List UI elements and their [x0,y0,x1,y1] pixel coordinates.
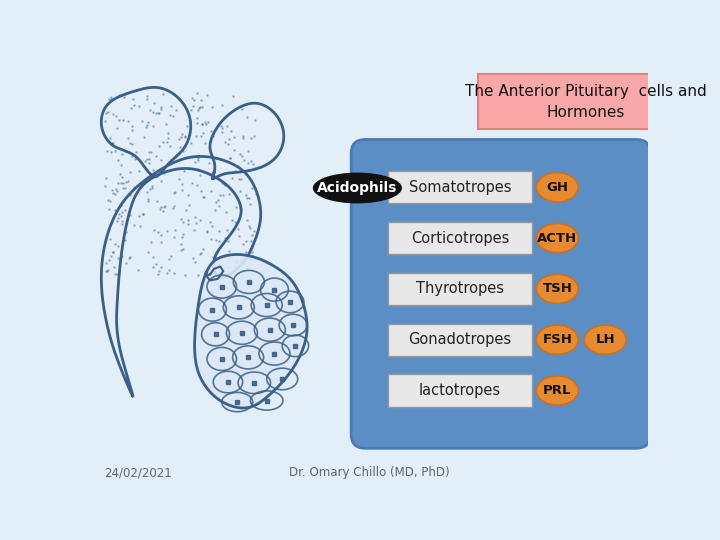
Ellipse shape [585,325,626,354]
Text: The Anterior Pituitary  cells and
Hormones: The Anterior Pituitary cells and Hormone… [465,84,707,120]
FancyBboxPatch shape [351,139,650,448]
Ellipse shape [536,274,578,303]
Ellipse shape [536,224,578,253]
Text: FSH: FSH [542,333,572,346]
FancyBboxPatch shape [388,273,532,305]
Polygon shape [194,254,307,408]
FancyBboxPatch shape [477,74,695,130]
Polygon shape [210,103,284,179]
Polygon shape [102,157,261,396]
Text: LH: LH [595,333,615,346]
FancyBboxPatch shape [388,374,532,407]
Text: Acidophils: Acidophils [318,181,397,195]
Text: lactotropes: lactotropes [419,383,501,398]
Text: Thyrotropes: Thyrotropes [416,281,504,296]
Text: GH: GH [546,181,568,194]
Text: PRL: PRL [543,384,572,397]
Polygon shape [102,87,191,177]
Text: Gonadotropes: Gonadotropes [408,332,512,347]
Text: Corticotropes: Corticotropes [411,231,509,246]
Text: Somatotropes: Somatotropes [409,180,511,195]
Ellipse shape [536,325,578,354]
Text: ACTH: ACTH [537,232,577,245]
Text: 24/02/2021: 24/02/2021 [104,467,171,480]
Text: Dr. Omary Chillo (MD, PhD): Dr. Omary Chillo (MD, PhD) [289,467,449,480]
FancyBboxPatch shape [388,222,532,254]
FancyBboxPatch shape [388,323,532,356]
Ellipse shape [312,173,402,204]
FancyBboxPatch shape [388,171,532,204]
Ellipse shape [536,173,578,202]
Text: TSH: TSH [542,282,572,295]
Ellipse shape [536,376,578,405]
